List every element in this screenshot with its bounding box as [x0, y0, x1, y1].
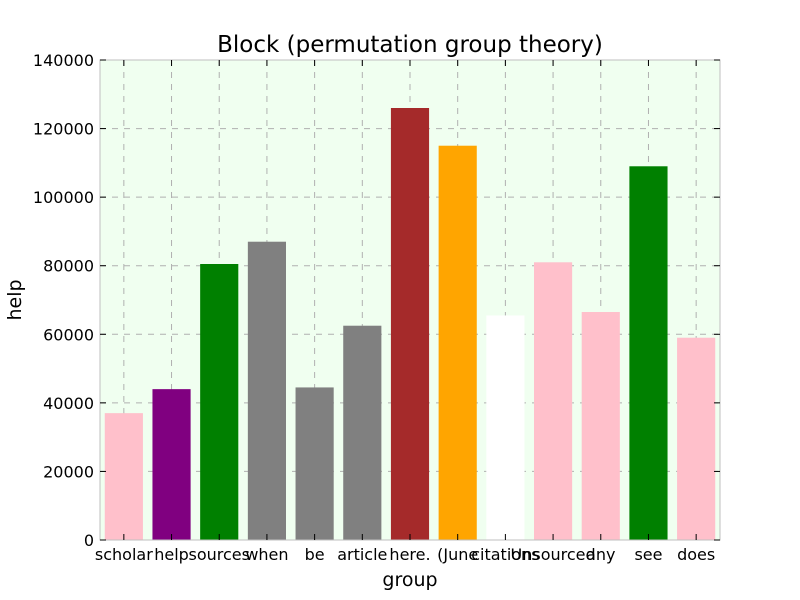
x-tick-label: when — [245, 545, 288, 564]
y-tick-label: 100000 — [33, 188, 94, 207]
y-tick-label: 0 — [84, 531, 94, 550]
bar-11 — [629, 166, 668, 541]
bars — [104, 108, 716, 541]
bar-1 — [152, 389, 191, 540]
x-tick-label: sources — [188, 545, 249, 564]
x-tick-label: (June — [437, 545, 478, 564]
bar-8 — [486, 315, 525, 540]
bar-10 — [581, 312, 620, 540]
x-tick-label: any — [586, 545, 615, 564]
y-tick-label: 140000 — [33, 51, 94, 70]
bar-6 — [390, 108, 430, 540]
y-tick-label: 60000 — [43, 325, 94, 344]
y-tick-label: 20000 — [43, 462, 94, 481]
y-tick-label: 80000 — [43, 257, 94, 276]
x-tick-label: Unsourced — [511, 545, 596, 564]
chart-title: Block (permutation group theory) — [217, 32, 603, 58]
y-axis-title: help — [4, 279, 26, 320]
bar-12 — [677, 337, 716, 540]
x-axis-title: group — [382, 569, 437, 591]
x-tick-label: help — [154, 545, 189, 564]
y-tick-label: 120000 — [33, 120, 94, 139]
bar-2 — [200, 264, 239, 540]
x-tick-label: be — [305, 545, 325, 564]
bar-3 — [247, 241, 286, 540]
x-tick-label: scholar — [95, 545, 153, 564]
bar-5 — [343, 325, 382, 540]
bar-4 — [295, 387, 334, 540]
y-tick-label: 40000 — [43, 394, 94, 413]
x-tick-label: article — [337, 545, 387, 564]
bar-0 — [104, 413, 143, 540]
bar-9 — [534, 262, 573, 540]
x-tick-label: does — [677, 545, 715, 564]
bar-7 — [438, 145, 477, 540]
x-tick-label: here. — [389, 545, 430, 564]
y-axis-ticks: 0 20000 40000 60000 80000 100000 120000 140000 — [33, 51, 720, 550]
x-tick-label: citations — [471, 545, 539, 564]
x-tick-label: see — [634, 545, 662, 564]
